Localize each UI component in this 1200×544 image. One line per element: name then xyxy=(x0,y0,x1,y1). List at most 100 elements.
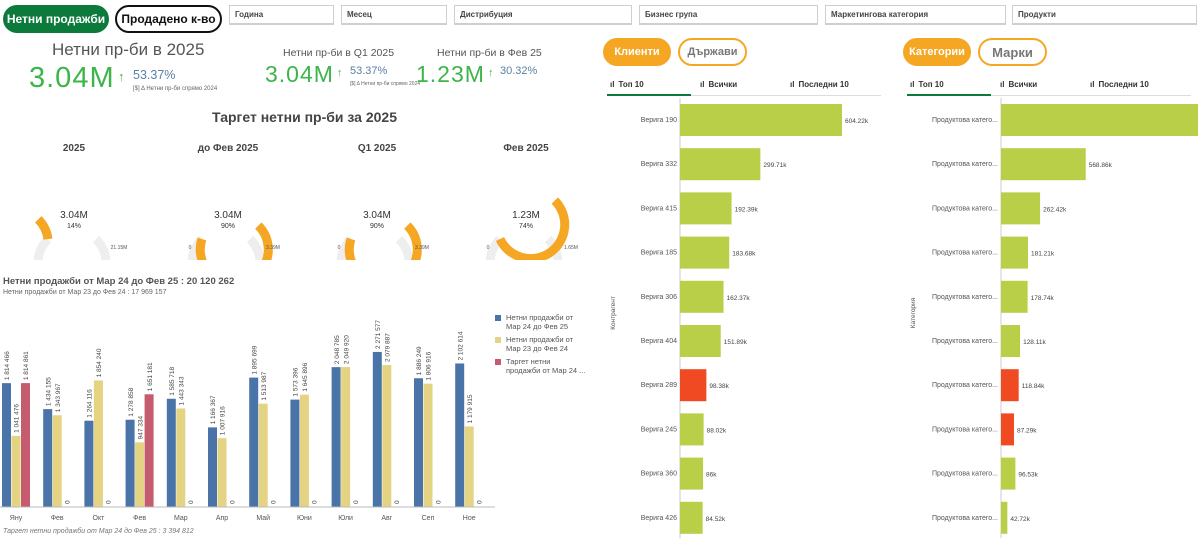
monthly-bar-label: 0 xyxy=(229,500,236,504)
gauge-title: до Фев 2025 xyxy=(198,143,259,154)
hbar-value-label: 568.86k xyxy=(1089,162,1113,169)
monthly-bar-label: 1 179 915 xyxy=(467,394,474,423)
monthly-bar-label: 0 xyxy=(476,500,483,504)
hbar xyxy=(1001,192,1041,225)
hbar xyxy=(680,280,724,313)
net-sales-button[interactable]: Нетни продажби xyxy=(3,5,109,33)
hbar xyxy=(680,192,732,225)
gauge-min: 0 xyxy=(487,245,490,251)
monthly-bar-label: 1 343 967 xyxy=(55,383,62,412)
clients-tab-underline xyxy=(607,94,691,96)
gauge-max: 1.65M xyxy=(564,245,578,251)
monthly-bar-label: 1 886 249 xyxy=(416,346,423,375)
monthly-x-tick: Окт xyxy=(93,515,106,522)
clients-all-tab[interactable]: ıl Всички xyxy=(700,80,738,89)
gauge-min: 0 xyxy=(338,245,341,251)
categories-last10-tab[interactable]: ıl Последни 10 xyxy=(1090,80,1149,89)
hbar xyxy=(680,325,721,357)
monthly-bar xyxy=(11,435,21,507)
hbar-value-label: 128.11k xyxy=(1023,339,1046,346)
gauge-title: Q1 2025 xyxy=(358,143,397,154)
category-label: Верига 426 xyxy=(641,515,677,522)
category-label: Продуктова катего... xyxy=(932,294,998,301)
hbar-value-label: 88.02k xyxy=(707,427,727,434)
filter-marketing-category[interactable]: Маркетингова категория xyxy=(825,5,1006,25)
kpi-main-pct: 53.37% xyxy=(133,68,176,82)
category-label: Верига 190 xyxy=(641,117,677,124)
bar-chart-icon: ıl xyxy=(610,80,615,89)
tab-categories[interactable]: Категории xyxy=(903,38,971,66)
monthly-bar xyxy=(249,377,259,507)
legend-label: Таргет нетни продажби от Мар 24 ... xyxy=(506,357,585,375)
categories-top10-tab[interactable]: ıl Топ 10 xyxy=(910,80,944,89)
category-label: Верига 289 xyxy=(641,382,677,389)
bar-chart-icon: ıl xyxy=(790,80,795,89)
hbar xyxy=(680,104,842,136)
hbar xyxy=(1001,457,1016,490)
filter-business-group[interactable]: Бизнес група xyxy=(639,5,818,25)
filter-month[interactable]: Месец xyxy=(341,5,447,25)
category-label: Верига 245 xyxy=(641,426,677,433)
bar-chart-icon: ıl xyxy=(1000,80,1005,89)
monthly-bar-label: 1 513 987 xyxy=(261,371,268,400)
hbar xyxy=(1001,104,1198,136)
hbar xyxy=(680,501,703,534)
filter-year[interactable]: Година xyxy=(229,5,334,25)
category-label: Продуктова катего... xyxy=(932,471,998,478)
filter-products[interactable]: Продукти xyxy=(1012,5,1197,25)
monthly-bar-label: 1 007 916 xyxy=(220,406,227,435)
clients-last10-tab[interactable]: ıl Последни 10 xyxy=(790,80,849,89)
gauge-max: 3.39M xyxy=(266,245,280,251)
monthly-bar xyxy=(217,438,227,507)
monthly-bar-label: 1 895 699 xyxy=(251,345,258,374)
hbar-value-label: 181.21k xyxy=(1031,251,1055,258)
kpi-q1-pct: 53.37% xyxy=(350,65,388,77)
monthly-chart-subtitle: Нетни продажби от Мар 23 до Фев 24 : 17 … xyxy=(3,289,167,296)
gauge-title: Фев 2025 xyxy=(503,143,549,154)
hbar-value-label: 178.74k xyxy=(1031,295,1055,302)
monthly-x-tick: Апр xyxy=(216,515,228,522)
hbar-value-label: 262.42k xyxy=(1043,206,1067,213)
hbar xyxy=(1001,236,1028,269)
monthly-bar-label: 1 806 916 xyxy=(426,351,433,380)
clients-bar-chart: Контрагент Верига 190 604.22k Верига 332 299… xyxy=(610,98,869,538)
gauge-value: 1.23M xyxy=(512,210,540,221)
category-label: Продуктова катего... xyxy=(932,161,998,168)
monthly-bar-label: 2 048 785 xyxy=(334,335,341,364)
hbar-value-label: 162.37k xyxy=(727,295,751,302)
hbar-value-label: 86k xyxy=(706,472,717,479)
tab-clients[interactable]: Клиенти xyxy=(603,38,671,66)
monthly-bar xyxy=(43,409,53,507)
category-label: Продуктова катего... xyxy=(932,426,998,433)
sold-qty-button[interactable]: Продадено к-во xyxy=(115,5,222,33)
monthly-bar-label: 0 xyxy=(353,500,360,504)
kpi-q1-up-arrow-icon: ↑ xyxy=(337,67,343,79)
categories-all-tab[interactable]: ıl Всички xyxy=(1000,80,1038,89)
tab-countries[interactable]: Държави xyxy=(678,38,747,66)
hbar-value-label: 98.38k xyxy=(709,383,729,390)
legend-swatch xyxy=(495,359,501,365)
clients-top10-tab[interactable]: ıl Топ 10 xyxy=(610,80,644,89)
filter-distribution[interactable]: Дистрибуция xyxy=(454,5,632,25)
monthly-bar-label: 1 434 155 xyxy=(45,377,52,406)
kpi-main-value: 3.04M xyxy=(29,62,115,94)
category-label: Продуктова катего... xyxy=(932,117,998,124)
monthly-bar-label: 1 814 861 xyxy=(23,351,30,380)
monthly-bar-label: 1 573 396 xyxy=(293,367,300,396)
gauge-track xyxy=(33,235,111,260)
category-label: Продуктова катего... xyxy=(932,338,998,345)
category-label: Продуктова катего... xyxy=(932,515,998,522)
gauge-value: 3.04M xyxy=(60,210,88,221)
monthly-bar-label: 1 278 858 xyxy=(128,387,135,416)
category-label: Продуктова катего... xyxy=(932,250,998,257)
y-axis-label: Категория xyxy=(910,297,917,328)
kpi-main-title: Нетни пр-би в 2025 xyxy=(52,40,205,59)
tab-brands[interactable]: Марки xyxy=(978,38,1047,66)
monthly-bar xyxy=(258,403,268,507)
monthly-bar-label: 0 xyxy=(394,500,401,504)
gauge-track xyxy=(336,235,414,260)
hbar-value-label: 604.22k xyxy=(845,118,869,125)
category-label: Верига 415 xyxy=(641,205,677,212)
hbar-value-label: 192.39k xyxy=(735,206,759,213)
